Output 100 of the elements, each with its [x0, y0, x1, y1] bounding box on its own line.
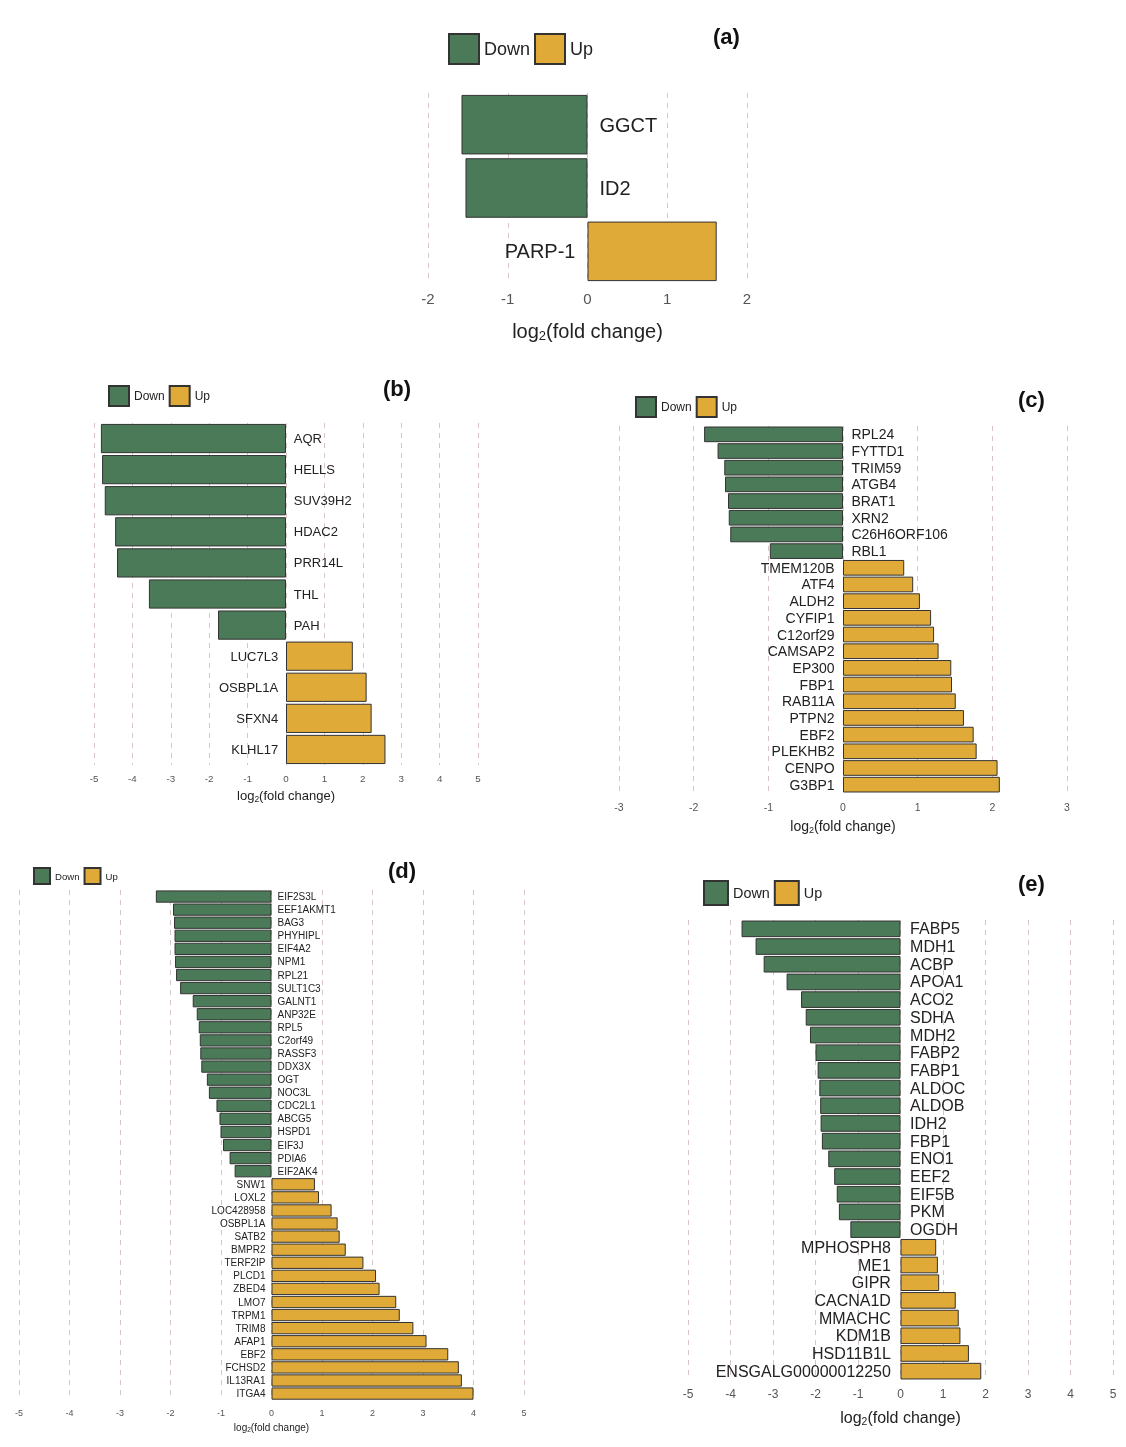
y-tick-label: ME1 [857, 1256, 891, 1274]
y-tick-label: MPHOSPH8 [801, 1238, 891, 1256]
y-tick-label: MDH2 [910, 1026, 956, 1044]
bar [286, 703, 372, 733]
y-tick-label: G3BP1 [789, 776, 835, 793]
x-tick-label: 5 [1109, 1387, 1117, 1401]
bar [286, 641, 353, 671]
y-tick-label: EBF2 [240, 1348, 266, 1360]
y-tick-label: FABP5 [910, 920, 961, 938]
bar [104, 486, 286, 516]
x-tick-label: -3 [767, 1387, 779, 1401]
y-tick-label: C2orf49 [277, 1034, 314, 1046]
x-tick-label: -1 [763, 800, 774, 813]
x-tick-label: 3 [1064, 800, 1071, 813]
chart-title: (a) [713, 23, 740, 49]
x-tick-label: 0 [897, 1387, 905, 1401]
x-tick-label: -2 [166, 1407, 175, 1418]
y-tick-label: GIPR [851, 1274, 891, 1292]
chart-title: (b) [383, 375, 412, 401]
y-tick-label: PARP-1 [504, 240, 576, 263]
x-tick-label: 0 [583, 290, 592, 307]
y-tick-label: HELLS [293, 462, 336, 478]
y-tick-label: SFXN4 [236, 710, 279, 726]
bar [102, 455, 286, 485]
legend-label: Up [194, 389, 211, 403]
x-tick-label: 4 [470, 1407, 477, 1418]
x-tick-label: -2 [810, 1387, 822, 1401]
legend-label: Up [721, 400, 738, 414]
x-tick-label: 5 [521, 1407, 527, 1418]
legend-label: Down [55, 870, 80, 882]
y-tick-label: PDIA6 [277, 1152, 307, 1164]
x-tick-label: -1 [216, 1407, 226, 1418]
y-tick-label: TERF2IP [224, 1257, 266, 1269]
x-tick-label: 2 [742, 290, 752, 307]
y-tick-label: HSPD1 [277, 1126, 312, 1138]
y-tick-label: TRPM1 [231, 1309, 266, 1321]
x-tick-label: -5 [682, 1387, 694, 1401]
x-tick-label: 3 [420, 1407, 426, 1418]
y-tick-label: FBP1 [910, 1132, 951, 1150]
x-tick-label: 2 [989, 800, 996, 813]
x-tick-label: -4 [128, 772, 138, 784]
y-tick-label: ALDOC [910, 1079, 966, 1097]
x-tick-label: -3 [115, 1407, 125, 1418]
bar [286, 672, 367, 702]
y-tick-label: NOC3L [277, 1087, 312, 1099]
y-tick-label: DDX3X [277, 1061, 312, 1073]
y-tick-label: OSBPL1A [218, 679, 279, 695]
y-tick-label: TRIM59 [851, 459, 902, 476]
y-tick-label: EIF2S3L [277, 891, 317, 903]
x-tick-label: 4 [1067, 1387, 1075, 1401]
y-tick-label: PHYHIPL [277, 930, 321, 942]
y-tick-label: PKM [910, 1203, 945, 1221]
y-tick-label: PRR14L [293, 555, 343, 571]
y-tick-label: LMO7 [238, 1296, 266, 1308]
chart-title: (c) [1018, 386, 1045, 412]
y-tick-label: RPL24 [851, 426, 895, 443]
y-tick-label: RASSF3 [277, 1047, 317, 1059]
x-tick-label: -2 [688, 800, 699, 813]
legend-label: Up [105, 870, 118, 882]
y-tick-label: LUC7L3 [230, 648, 279, 664]
y-tick-label: EIF3J [277, 1139, 304, 1151]
x-tick-label: -3 [166, 772, 176, 784]
y-tick-label: EP300 [792, 659, 835, 676]
y-tick-label: RAB11A [781, 693, 836, 710]
y-tick-label: RBL1 [851, 543, 887, 560]
y-tick-label: SNW1 [236, 1178, 266, 1190]
y-tick-label: ATGB4 [851, 476, 897, 493]
y-tick-label: PLCD1 [233, 1270, 266, 1282]
y-tick-label: XRN2 [851, 509, 889, 526]
x-tick-label: 2 [369, 1407, 376, 1418]
y-tick-label: EEF2 [910, 1168, 951, 1186]
y-tick-label: AQR [293, 431, 322, 447]
y-tick-label: ENO1 [910, 1150, 954, 1168]
x-tick-label: 1 [914, 800, 921, 813]
y-tick-label: EEF1AKMT1 [277, 904, 337, 916]
x-tick-label: 0 [268, 1407, 275, 1418]
x-tick-label: -4 [725, 1387, 737, 1401]
y-tick-label: PAH [293, 617, 320, 633]
x-tick-label: 3 [1024, 1387, 1032, 1401]
legend-label: Down [484, 39, 531, 59]
bar [286, 734, 386, 765]
x-tick-label: -2 [204, 772, 214, 784]
y-tick-label: RPL5 [277, 1021, 303, 1033]
y-tick-label: IDH2 [910, 1114, 947, 1132]
legend-label: Up [803, 885, 823, 901]
y-tick-label: HSD11B1L [812, 1344, 891, 1362]
x-tick-label: -5 [89, 772, 99, 784]
y-tick-label: PTPN2 [789, 709, 835, 726]
x-tick-label: -5 [14, 1407, 24, 1418]
y-tick-label: SATB2 [234, 1231, 266, 1243]
y-tick-label: MDH1 [910, 938, 956, 956]
y-tick-label: APOA1 [910, 973, 964, 991]
y-tick-label: GALNT1 [277, 995, 317, 1007]
x-tick-label: 1 [321, 772, 328, 784]
y-tick-label: RPL21 [277, 969, 309, 981]
bar [100, 423, 286, 454]
x-tick-label: 5 [475, 772, 482, 784]
y-tick-label: BMPR2 [231, 1244, 266, 1256]
x-tick-label: 1 [319, 1407, 325, 1418]
y-tick-label: C12orf29 [777, 626, 835, 643]
